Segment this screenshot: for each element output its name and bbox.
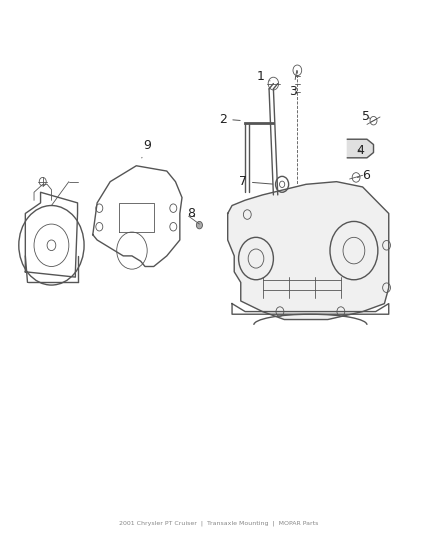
Text: 8: 8 (187, 207, 196, 220)
Text: 5: 5 (362, 110, 370, 124)
Text: 4: 4 (357, 144, 364, 157)
Polygon shape (228, 182, 389, 319)
Text: 6: 6 (357, 169, 370, 182)
Circle shape (196, 221, 202, 229)
Text: 1: 1 (256, 70, 270, 83)
Text: 3: 3 (289, 70, 297, 98)
Text: 9: 9 (142, 139, 151, 158)
Text: 2001 Chrysler PT Cruiser  |  Transaxle Mounting  |  MOPAR Parts: 2001 Chrysler PT Cruiser | Transaxle Mou… (119, 521, 319, 526)
Polygon shape (347, 139, 374, 158)
Text: 2: 2 (219, 112, 240, 126)
Text: 7: 7 (239, 175, 273, 188)
